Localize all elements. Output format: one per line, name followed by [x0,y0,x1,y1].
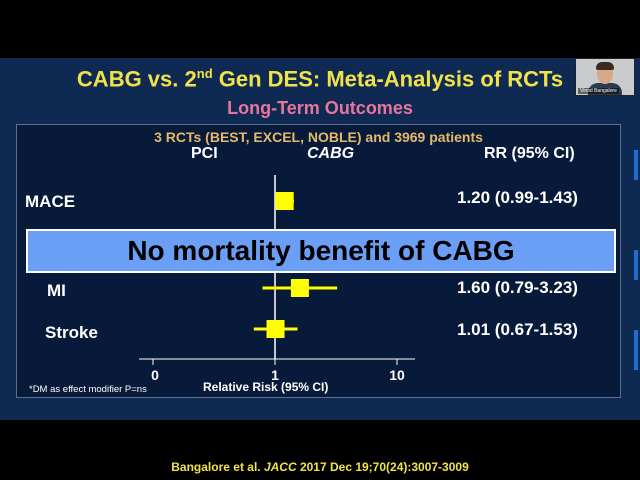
presenter-webcam: Vinod Bangalore [575,58,635,96]
estimate-header: RR (95% CI) [484,145,575,162]
forest-plot-svg [139,175,415,365]
x-tick-label-0: 0 [151,367,159,383]
chart-title: 3 RCTs (BEST, EXCEL, NOBLE) and 3969 pat… [154,129,483,145]
x-axis-label: Relative Risk (95% CI) [203,380,329,394]
mortality-banner: No mortality benefit of CABG [26,229,616,273]
x-tick-label-1: 1 [271,367,279,383]
edge-mark [634,150,638,180]
pci-favor-label: PCI [191,145,218,162]
x-tick-label-10: 10 [389,367,405,383]
rr-value-stroke: 1.01 (0.67-1.53) [457,320,578,339]
cabg-favor-label: CABG [307,145,355,162]
slide-title: CABG vs. 2nd Gen DES: Meta-Analysis of R… [76,66,564,92]
footnote: *DM as effect modifier P=ns [29,384,147,395]
rr-value-mace: 1.20 (0.99-1.43) [457,188,578,207]
presenter-name: Vinod Bangalore [578,88,619,94]
rr-value-mi: 1.60 (0.79-3.23) [457,278,578,297]
edge-mark [634,250,638,280]
row-label-mi: MI [47,281,66,300]
point-estimate-mi [290,279,309,297]
edge-mark [634,330,638,370]
citation: Bangalore et al. JACC 2017 Dec 19;70(24)… [171,460,469,474]
row-label-mace: MACE [25,192,76,211]
slide-subtitle: Long-Term Outcomes [227,98,413,118]
point-estimate-stroke [266,320,285,338]
point-estimate-mace [275,192,294,210]
row-label-stroke: Stroke [45,323,98,342]
